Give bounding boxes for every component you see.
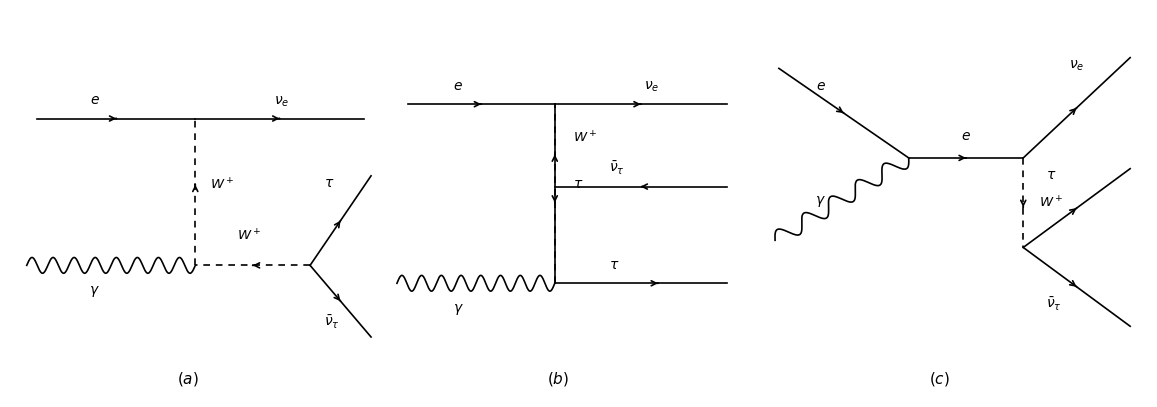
- Text: $(c)$: $(c)$: [929, 370, 950, 388]
- Text: $\bar{\nu}_\tau$: $\bar{\nu}_\tau$: [324, 313, 340, 330]
- Text: $(b)$: $(b)$: [547, 370, 569, 388]
- Text: $\tau$: $\tau$: [573, 177, 583, 191]
- Text: $W^+$: $W^+$: [1039, 195, 1063, 210]
- Text: $\tau$: $\tau$: [1046, 168, 1056, 182]
- Text: $\gamma$: $\gamma$: [452, 302, 463, 317]
- Text: $\tau$: $\tau$: [324, 175, 334, 190]
- Text: $\gamma$: $\gamma$: [816, 195, 826, 210]
- Text: $\nu_e$: $\nu_e$: [1069, 58, 1084, 73]
- Text: $\gamma$: $\gamma$: [89, 284, 101, 299]
- Text: $\bar{\nu}_\tau$: $\bar{\nu}_\tau$: [1046, 295, 1062, 313]
- Text: $\nu_e$: $\nu_e$: [644, 80, 659, 94]
- Text: $\nu_e$: $\nu_e$: [274, 94, 289, 109]
- Text: $W^+$: $W^+$: [209, 177, 234, 193]
- Text: $\bar{\nu}_\tau$: $\bar{\nu}_\tau$: [609, 160, 625, 177]
- Text: $W^+$: $W^+$: [237, 229, 261, 244]
- Text: $e$: $e$: [816, 79, 826, 93]
- Text: $\tau$: $\tau$: [609, 258, 619, 272]
- Text: $(a)$: $(a)$: [177, 370, 199, 388]
- Text: $e$: $e$: [961, 129, 971, 143]
- Text: $e$: $e$: [90, 93, 100, 107]
- Text: $e$: $e$: [454, 79, 463, 93]
- Text: $W^+$: $W^+$: [573, 131, 597, 146]
